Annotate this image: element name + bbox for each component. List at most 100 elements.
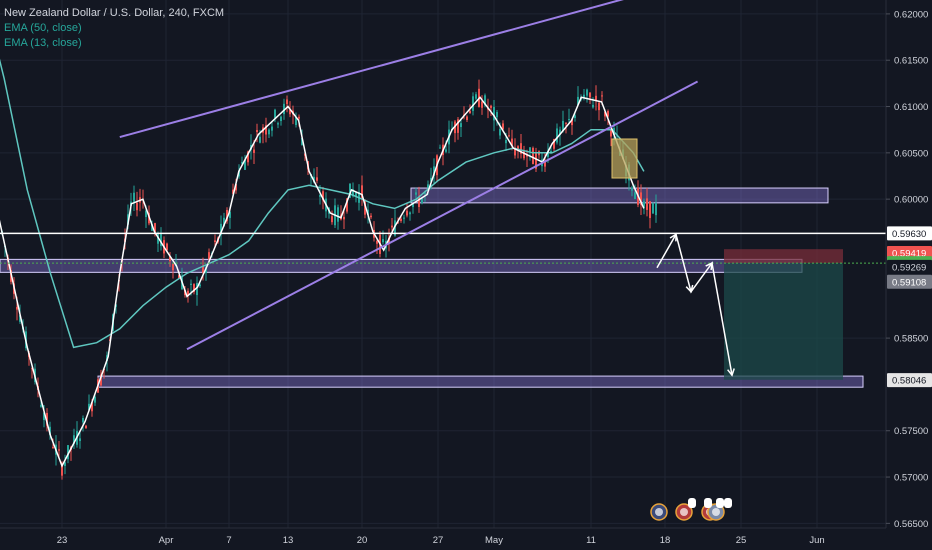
candle-body bbox=[391, 225, 393, 228]
candle-body bbox=[421, 198, 423, 203]
candle-body bbox=[40, 405, 42, 407]
candle-body bbox=[298, 116, 300, 119]
ema-layer bbox=[0, 58, 645, 468]
candle-body bbox=[409, 212, 411, 215]
candle-body bbox=[598, 102, 600, 111]
candle-body bbox=[295, 117, 297, 126]
candle-body bbox=[133, 192, 135, 202]
time-tick-label: 23 bbox=[57, 535, 68, 546]
candle-body bbox=[199, 284, 201, 287]
time-axis[interactable]: 23 Apr 7 13 20 27 May 11 18 25 Jun bbox=[57, 535, 825, 546]
ema-fast-label[interactable]: EMA (13, close) bbox=[4, 37, 82, 49]
candle-body bbox=[193, 284, 195, 293]
time-tick-label: 20 bbox=[357, 535, 368, 546]
price-tags: 0.596300.594190.593100.592690.591080.580… bbox=[887, 226, 932, 388]
price-axis[interactable]: 0.62000 0.61500 0.61000 0.60500 0.60000 0.585… bbox=[886, 9, 928, 530]
candle-body bbox=[256, 130, 258, 133]
arrow-head bbox=[727, 368, 735, 377]
ema-slow-label[interactable]: EMA (50, close) bbox=[4, 22, 82, 34]
candle-body bbox=[484, 95, 486, 106]
candle-body bbox=[202, 266, 204, 273]
price-tick-label: 0.61500 bbox=[894, 56, 928, 67]
candle-body bbox=[634, 192, 636, 199]
chart-grid bbox=[0, 0, 886, 528]
candle-body bbox=[244, 160, 246, 170]
candle-body bbox=[343, 216, 345, 220]
price-tick-label: 0.57500 bbox=[894, 426, 928, 437]
candle-body bbox=[574, 115, 576, 118]
candle-body bbox=[352, 189, 354, 197]
candle-body bbox=[361, 185, 363, 199]
candle-body bbox=[364, 200, 366, 215]
price-tick-label: 0.61000 bbox=[894, 102, 928, 113]
candle-body bbox=[502, 123, 504, 130]
candle-body bbox=[355, 192, 357, 197]
candle-body bbox=[583, 94, 585, 99]
candle-body bbox=[517, 146, 519, 150]
candle-body bbox=[439, 147, 441, 149]
candle-body bbox=[646, 198, 648, 210]
candle-body bbox=[526, 154, 528, 157]
candle-body bbox=[49, 426, 51, 435]
candle-body bbox=[610, 129, 612, 137]
candle-body bbox=[88, 403, 90, 410]
candle-body bbox=[547, 150, 549, 157]
price-tick-label: 0.57000 bbox=[894, 473, 928, 484]
candle-body bbox=[586, 89, 588, 96]
candle-body bbox=[169, 256, 171, 262]
candle-body bbox=[445, 149, 447, 152]
price-tag-label: 0.59630 bbox=[892, 229, 926, 240]
time-tick-label: 18 bbox=[660, 535, 671, 546]
price-tick-label: 0.60500 bbox=[894, 148, 928, 159]
candle-body bbox=[190, 283, 192, 286]
candle-body bbox=[655, 202, 657, 216]
event-count-badge bbox=[704, 498, 712, 508]
candle-body bbox=[154, 223, 156, 233]
time-tick-label: 25 bbox=[736, 535, 747, 546]
candle-body bbox=[46, 412, 48, 426]
candle-body bbox=[208, 252, 210, 260]
candle-body bbox=[499, 128, 501, 136]
candle-body bbox=[535, 153, 537, 169]
time-tick-label: 13 bbox=[283, 535, 294, 546]
candle-body bbox=[196, 283, 198, 296]
candle-body bbox=[91, 402, 93, 412]
price-tick-label: 0.62000 bbox=[894, 9, 928, 20]
price-tag-label: 0.59269 bbox=[892, 262, 926, 273]
time-tick-label: 7 bbox=[226, 535, 231, 546]
candle-body bbox=[289, 109, 291, 115]
candle-body bbox=[514, 147, 516, 156]
upper-channel bbox=[119, 0, 624, 139]
candle-body bbox=[640, 192, 642, 205]
candle-body bbox=[136, 202, 138, 211]
candle-body bbox=[559, 129, 561, 135]
candle-body bbox=[178, 275, 180, 279]
candle-body bbox=[493, 107, 495, 121]
candle-body bbox=[457, 119, 459, 133]
position-layer bbox=[724, 249, 843, 380]
candle-body bbox=[187, 290, 189, 296]
price-tag-label: 0.59108 bbox=[892, 277, 926, 288]
candle-body bbox=[403, 217, 405, 219]
candle-body bbox=[589, 92, 591, 98]
price-tick-label: 0.58500 bbox=[894, 334, 928, 345]
candle-body bbox=[151, 224, 153, 231]
candle-body bbox=[214, 240, 216, 243]
candle-body bbox=[322, 191, 324, 201]
candle-body bbox=[562, 120, 564, 132]
candle-body bbox=[469, 110, 471, 114]
candle-body bbox=[427, 184, 429, 188]
candle-body bbox=[496, 112, 498, 118]
chart-legend: New Zealand Dollar / U.S. Dollar, 240, F… bbox=[4, 6, 224, 51]
price-tick-label: 0.56500 bbox=[894, 519, 928, 530]
candle-body bbox=[67, 445, 69, 460]
candle-body bbox=[319, 195, 321, 197]
time-tick-label: May bbox=[485, 535, 503, 546]
candle-body bbox=[265, 125, 267, 135]
candle-body bbox=[571, 119, 573, 126]
candle-body bbox=[271, 126, 273, 131]
event-count-badge bbox=[724, 498, 732, 508]
symbol-title[interactable]: New Zealand Dollar / U.S. Dollar, 240, F… bbox=[4, 7, 225, 19]
candle-body bbox=[31, 368, 33, 370]
